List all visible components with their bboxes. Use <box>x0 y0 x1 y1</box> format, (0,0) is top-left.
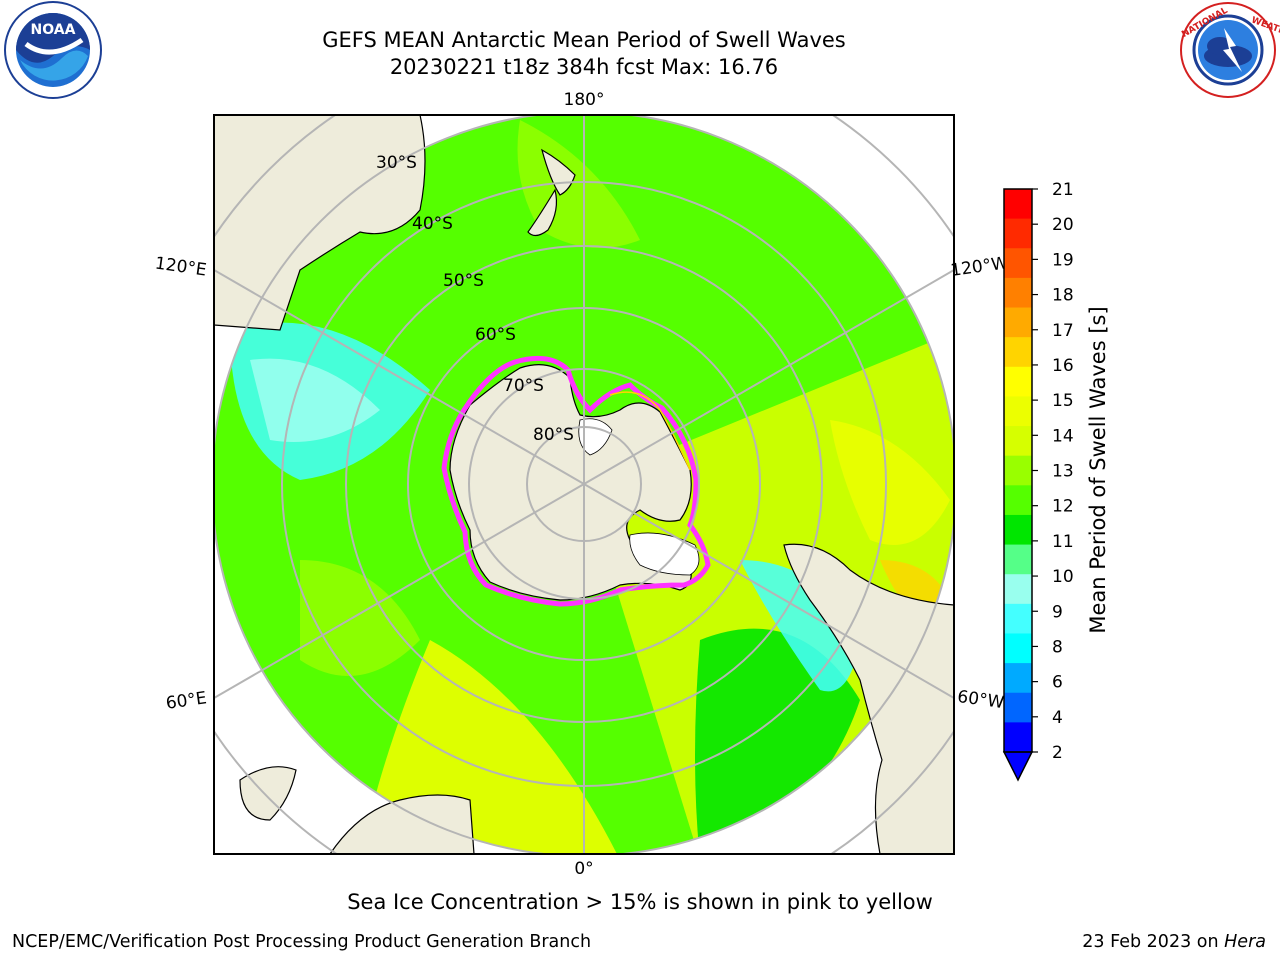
lat-label-50s: 50°S <box>443 271 484 291</box>
land-masses <box>214 115 954 854</box>
colorbar-tick-label: 6 <box>1052 673 1063 693</box>
chart-title: GEFS MEAN Antarctic Mean Period of Swell… <box>322 28 846 52</box>
colorbar-tick-label: 18 <box>1052 286 1074 306</box>
colorbar-segment <box>1004 633 1032 664</box>
lat-label-80s: 80°S <box>533 425 574 445</box>
colorbar-segment <box>1004 426 1032 457</box>
colorbar-tick-label: 9 <box>1052 602 1063 622</box>
colorbar-tick-label: 15 <box>1052 391 1074 411</box>
footer-producer: NCEP/EMC/Verification Post Processing Pr… <box>12 932 592 952</box>
footer-machine: Hera <box>1224 932 1266 952</box>
colorbar-segment <box>1004 544 1032 575</box>
lat-label-70s: 70°S <box>503 376 544 396</box>
colorbar-segment <box>1004 396 1032 427</box>
colorbar-segment <box>1004 218 1032 249</box>
lon-label-60w: 60°W <box>956 687 1005 713</box>
lon-label-60e: 60°E <box>165 688 208 713</box>
lat-label-60s: 60°S <box>475 325 516 345</box>
lon-label-180: 180° <box>564 90 605 110</box>
noaa-logo-text: NOAA <box>31 22 76 38</box>
lon-label-0: 0° <box>574 859 593 879</box>
colorbar-segment <box>1004 514 1032 546</box>
colorbar-tick-label: 20 <box>1052 215 1074 235</box>
colorbar-extend-arrow <box>1002 751 1034 782</box>
colorbar-segment <box>1004 337 1032 368</box>
colorbar-tick-label: 4 <box>1052 708 1063 728</box>
colorbar-tick-label: 12 <box>1052 497 1074 517</box>
colorbar-tick-label: 16 <box>1052 356 1074 376</box>
noaa-logo-icon: NOAA <box>4 1 102 99</box>
colorbar-segment <box>1004 366 1032 397</box>
sea-ice-edge <box>441 355 711 607</box>
colorbar-tick-label: 8 <box>1052 637 1063 657</box>
colorbar-tick-label: 2 <box>1052 743 1063 763</box>
colorbar-segment <box>1004 189 1032 220</box>
colorbar-segment <box>1004 455 1032 486</box>
colorbar-tick-label: 10 <box>1052 567 1074 587</box>
colorbar-segment <box>1004 307 1032 338</box>
colorbar-segment <box>1004 663 1032 694</box>
colorbar-label: Mean Period of Swell Waves [s] <box>1086 306 1110 633</box>
colorbar-segment <box>1004 277 1032 309</box>
footer-date: 23 Feb 2023 on Hera <box>1082 932 1266 952</box>
lon-label-120e: 120°E <box>154 254 208 281</box>
lat-label-40s: 40°S <box>412 214 453 234</box>
colorbar-segment <box>1004 485 1032 516</box>
sea-ice-caption: Sea Ice Concentration > 15% is shown in … <box>347 890 933 914</box>
footer-date-text: 23 Feb 2023 on <box>1082 932 1225 952</box>
graticule <box>214 115 954 854</box>
map-frame <box>213 114 955 855</box>
colorbar-segment <box>1004 692 1032 723</box>
colorbar-tick-label: 13 <box>1052 462 1074 482</box>
lon-label-120w: 120°W <box>949 253 1009 281</box>
lat-label-30s: 30°S <box>376 153 417 173</box>
colorbar-segment <box>1004 603 1032 634</box>
nws-logo-icon: NATIONAL WEATHER <box>1180 2 1280 98</box>
colorbar-tick-label: 19 <box>1052 250 1074 270</box>
colorbar: 21 20 19 18 17 16 15 14 13 12 11 10 9 8 6 4 2 <box>1002 180 1074 782</box>
colorbar-segment <box>1004 248 1032 279</box>
colorbar-segment <box>1004 574 1032 605</box>
colorbar-tick-label: 14 <box>1052 426 1074 446</box>
colorbar-segment <box>1004 722 1032 753</box>
colorbar-tick-label: 11 <box>1052 532 1074 552</box>
chart-subtitle: 20230221 t18z 384h fcst Max: 16.76 <box>389 55 779 79</box>
colorbar-tick-label: 17 <box>1052 321 1074 341</box>
colorbar-tick-label: 21 <box>1052 180 1074 200</box>
